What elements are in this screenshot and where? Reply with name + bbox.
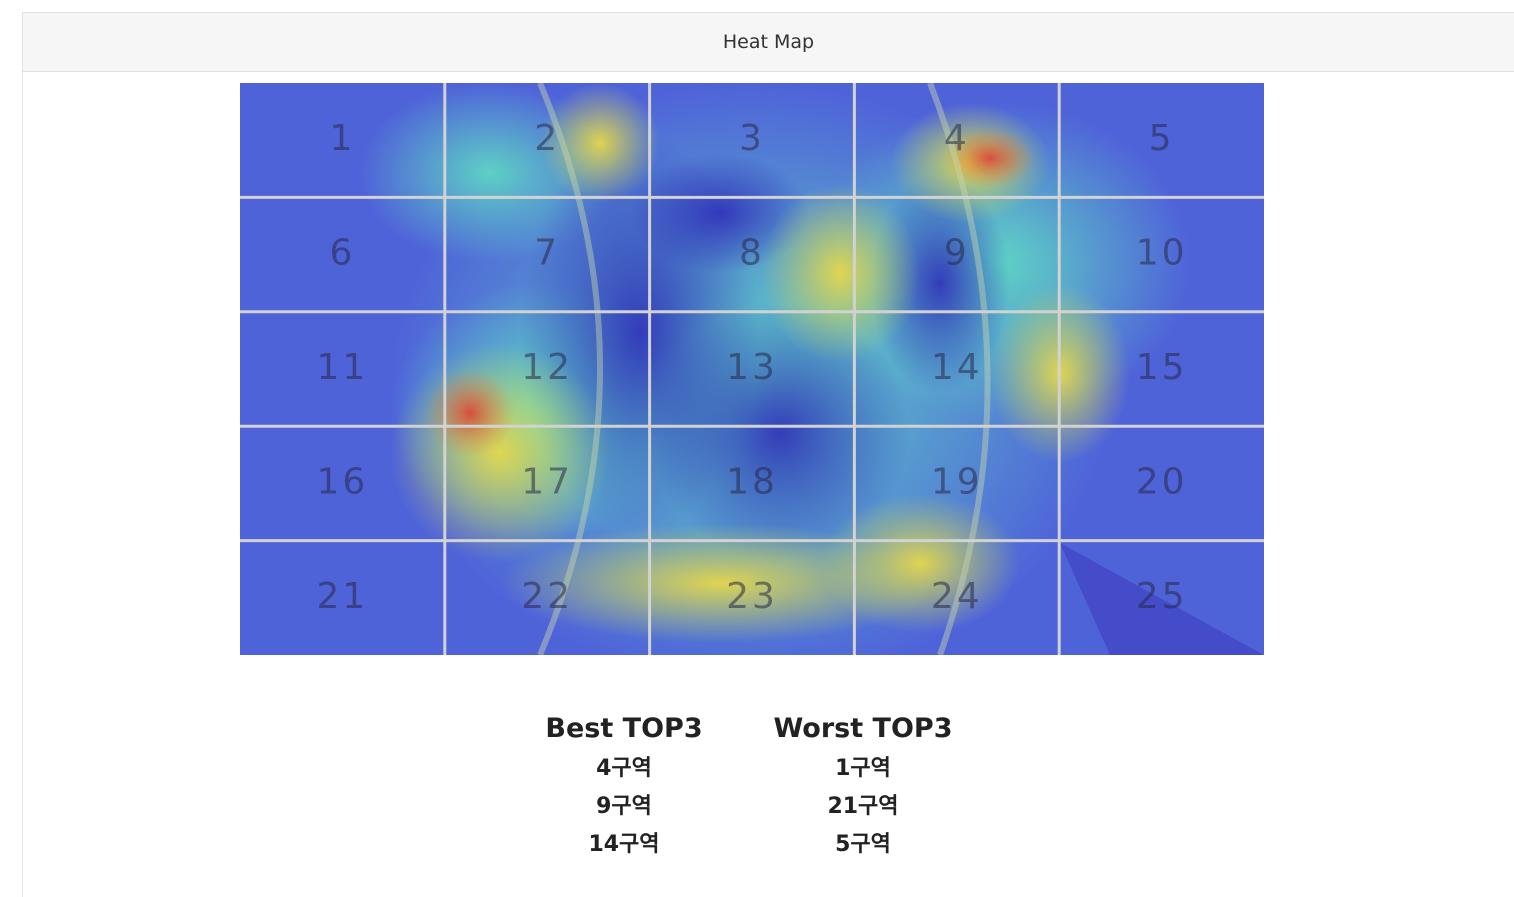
cell-label: 14 <box>931 347 983 388</box>
best-item: 4구역 <box>596 756 652 781</box>
cell-label: 6 <box>329 233 355 274</box>
worst-title: Worst TOP3 <box>773 713 953 744</box>
cell-label: 3 <box>739 118 765 159</box>
cell-label: 11 <box>316 347 368 388</box>
panel: Heat Map <box>22 12 1514 897</box>
cell-label: 20 <box>1136 461 1188 502</box>
cell-label: 12 <box>521 347 573 388</box>
cell-label: 15 <box>1136 347 1188 388</box>
cell-label: 1 <box>329 118 355 159</box>
best-list: Best TOP3 4구역 9구역 14구역 <box>504 712 744 864</box>
best-item: 14구역 <box>588 832 660 857</box>
cell-label: 21 <box>316 576 368 617</box>
cell-label: 5 <box>1149 118 1175 159</box>
worst-item: 1구역 <box>835 756 891 781</box>
best-item: 9구역 <box>596 794 652 819</box>
cell-label: 23 <box>726 576 778 617</box>
cell-label: 4 <box>944 118 970 159</box>
header: Heat Map <box>23 13 1514 72</box>
worst-list: Worst TOP3 1구역 21구역 5구역 <box>743 712 983 864</box>
cell-label: 10 <box>1136 233 1188 274</box>
worst-item: 5구역 <box>835 832 891 857</box>
cell-label: 24 <box>931 576 983 617</box>
heat-image <box>240 83 1264 655</box>
header-title: Heat Map <box>722 31 815 53</box>
cell-label: 13 <box>726 347 778 388</box>
cell-label: 7 <box>534 233 560 274</box>
cell-label: 25 <box>1136 576 1188 617</box>
cell-label: 18 <box>726 461 778 502</box>
best-title: Best TOP3 <box>545 713 703 744</box>
cell-label: 8 <box>739 233 765 274</box>
cell-label: 16 <box>316 461 368 502</box>
cell-label: 2 <box>534 118 560 159</box>
worst-item: 21구역 <box>827 794 899 819</box>
cell-label: 9 <box>944 233 970 274</box>
cell-label: 17 <box>521 461 573 502</box>
cell-label: 22 <box>521 576 573 617</box>
cell-label: 19 <box>931 461 983 502</box>
